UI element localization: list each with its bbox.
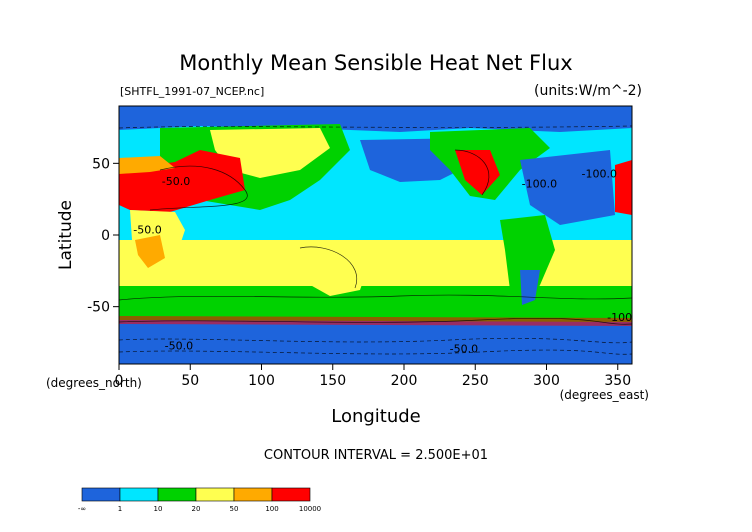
x-tick-label: 350 [604,373,631,389]
tick-layer: 0 50 100 150 200 250 300 350 -50 0 50 [87,156,631,389]
y-unit-label: (degrees_north) [46,376,142,390]
antarctic-region [119,320,632,364]
south-america-blue [520,270,540,305]
contour-interval: CONTOUR INTERVAL = 2.500E+01 [264,448,488,463]
y-tick-label: 0 [101,228,110,244]
y-tick-label: -50 [87,300,110,316]
y-tick-label: 50 [92,156,110,172]
contour-value-label: -50.0 [450,343,478,356]
x-tick-label: 300 [533,373,560,389]
x-tick-label: 150 [319,373,346,389]
colorbar-segment [195,487,235,502]
colorbar-segment [271,487,311,502]
contour-value-label: -100.0 [581,168,616,181]
x-tick-label: 250 [462,373,489,389]
chart-title: Monthly Mean Sensible Heat Net Flux [179,51,572,75]
colorbar-tick-label: 100 [265,505,278,513]
contour-value-label: -50.0 [162,175,190,188]
colorbar-segment [233,487,273,502]
file-label: [SHTFL_1991-07_NCEP.nc] [120,85,264,98]
x-tick-label: 0 [115,373,124,389]
colorbar-tick-label: 20 [192,505,201,513]
contour-value-label: -100.0 [607,311,642,324]
colorbar-tick-label: 10 [154,505,163,513]
southern-ocean-yellow-band [119,240,632,300]
x-unit-label: (degrees_east) [560,388,649,402]
colorbar-segment [119,487,159,502]
colorbar-segment [81,487,121,502]
antarctic-edge [119,316,632,326]
contour-value-label: -50.0 [165,340,193,353]
colorbar-tick-label: 1 [118,505,122,513]
colorbar-segment [157,487,197,502]
x-tick-label: 50 [181,373,199,389]
colorbar-tick-label: -∞ [78,505,86,513]
x-tick-label: 100 [248,373,275,389]
colorbar: -∞ 1 10 20 50 100 10000 [78,487,321,513]
south-america-land [500,215,555,310]
units-label: (units:W/m^-2) [534,83,642,99]
colorbar-tick-label: 10000 [299,505,321,513]
x-tick-label: 200 [391,373,418,389]
north-america-hot [455,150,500,195]
heat-flux-map: -50.0 -50.0 -50.0 -100.0 -100.0 -100.0 -50.0 0… [87,105,642,389]
y-axis-label: Latitude [56,200,76,270]
contour-value-label: -100.0 [522,178,557,191]
contour-label-layer: -50.0 -50.0 -50.0 -100.0 -100.0 -100.0 -50.0 [133,168,642,356]
africa-south-orange [135,235,165,268]
contour-value-label: -50.0 [133,224,161,237]
x-axis-label: Longitude [331,406,421,427]
australia-land [300,240,370,296]
contour-lines [119,125,632,355]
southern-ocean-green-band [119,286,632,322]
colorbar-tick-label: 50 [230,505,239,513]
arctic-region [119,106,632,132]
east-edge-hot [615,160,632,215]
north-atlantic-blue [520,150,615,225]
